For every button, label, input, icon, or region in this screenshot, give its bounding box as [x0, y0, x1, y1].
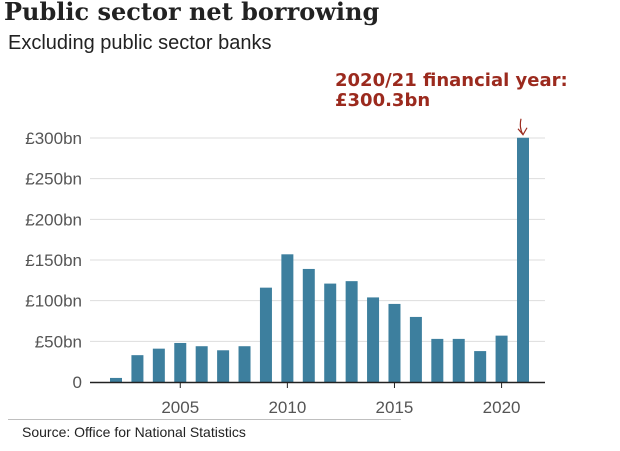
y-tick-label: 0 [73, 373, 82, 392]
bar-2013 [345, 281, 358, 382]
bar-2006 [195, 346, 208, 382]
bar-2010 [281, 254, 294, 382]
source-note: Source: Office for National Statistics [22, 424, 246, 440]
chart-title: Public sector net borrowing [4, 0, 380, 26]
y-tick-label: £300bn [25, 129, 82, 148]
x-tick-label: 2010 [268, 398, 306, 417]
y-tick-label: £150bn [25, 251, 82, 270]
bar-2011 [302, 268, 315, 382]
x-tick-label: 2005 [161, 398, 199, 417]
y-tick-label: £100bn [25, 292, 82, 311]
annotation-arrow [517, 118, 528, 136]
bar-2005 [174, 342, 187, 382]
chart-subtitle: Excluding public sector banks [8, 32, 272, 54]
x-tick-label: 2015 [376, 398, 414, 417]
bar-2016 [409, 316, 422, 382]
bar-2002 [110, 377, 122, 382]
x-tick-label: 2020 [483, 398, 521, 417]
annotation-line-1: 2020/21 financial year: [335, 70, 568, 91]
bar-2007 [217, 350, 230, 382]
x-axis-ticks: 2005 2010 2015 2020 [161, 382, 520, 417]
bar-2003 [131, 355, 144, 382]
bar-2015 [388, 303, 401, 382]
y-tick-label: £250bn [25, 170, 82, 189]
bar-2012 [324, 283, 337, 382]
bar-2017 [431, 338, 444, 382]
annotation-line-2: £300.3bn [335, 90, 430, 111]
y-tick-label: £50bn [35, 332, 82, 351]
y-axis-labels: 0 £50bn £100bn £150bn £200bn £250bn £300bn [25, 129, 82, 392]
gridlines [90, 137, 545, 342]
bar-2020 [495, 335, 508, 382]
bar-2021 [517, 137, 529, 382]
footer-divider [8, 419, 401, 420]
bar-2004 [152, 348, 165, 382]
bars [110, 137, 529, 382]
bar-2019 [474, 351, 487, 382]
bar-2008 [238, 346, 251, 382]
annotation: 2020/21 financial year: £300.3bn [335, 70, 568, 136]
bar-2018 [452, 338, 465, 382]
y-tick-label: £200bn [25, 210, 82, 229]
bar-2014 [367, 297, 380, 382]
bar-2009 [259, 287, 272, 382]
